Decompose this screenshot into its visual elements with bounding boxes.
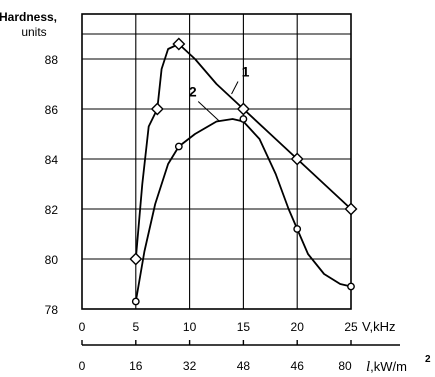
x-tick-label-l: 80 — [338, 359, 352, 373]
x-tick-label-v: 20 — [291, 320, 305, 334]
x-tick-label-l: 32 — [183, 359, 197, 373]
x-axis-l: 0 16 32 48 46 80 — [79, 340, 400, 373]
curve-label: 1 — [242, 64, 250, 80]
data-point-series-1 — [344, 202, 358, 216]
x-tick-label-v: 15 — [237, 320, 251, 334]
plot-frame — [81, 13, 352, 310]
x-axis-l-label: l,kW/m — [366, 359, 407, 375]
curve-label-leader — [197, 101, 221, 122]
y-tick-label: 80 — [45, 253, 59, 267]
x-axis-v-label: V,kHz — [362, 319, 395, 334]
x-axis-l-exponent: 2 — [425, 354, 431, 365]
x-tick-label-v: 0 — [79, 320, 86, 334]
series-line-1 — [134, 43, 352, 260]
curve-label-leader — [231, 81, 239, 95]
grid-lines — [82, 14, 351, 309]
data-point-series-2 — [347, 282, 355, 291]
data-point-series-1 — [150, 102, 164, 116]
y-tick-labels: 78 80 82 84 86 88 — [45, 53, 59, 317]
x-tick-label-v: 10 — [183, 320, 197, 334]
y-axis-label-line2: units — [21, 25, 46, 39]
data-point-series-1 — [290, 152, 304, 166]
y-tick-label: 78 — [45, 303, 59, 317]
x-axis-v: 0 5 10 15 20 25 — [79, 320, 358, 334]
data-point-series-2 — [239, 115, 248, 123]
x-tick-label-l: 46 — [291, 359, 305, 373]
data-point-series-2 — [293, 225, 302, 233]
y-tick-label: 88 — [45, 53, 59, 67]
y-axis-label-line1: Hardness, — [0, 10, 57, 24]
y-tick-label: 82 — [45, 203, 59, 217]
x-tick-label-v: 25 — [344, 320, 358, 334]
y-tick-label: 84 — [45, 153, 59, 167]
x-tick-label-l: 16 — [129, 359, 143, 373]
x-axis-l-symbol: l — [366, 359, 370, 375]
data-point-series-1 — [236, 102, 250, 116]
plot-border — [81, 13, 352, 310]
curve-label: 2 — [189, 84, 197, 100]
x-tick-label-l: 0 — [79, 359, 86, 373]
x-tick-label-v: 5 — [132, 320, 139, 334]
x-tick-label-l: 48 — [237, 359, 251, 373]
y-tick-label: 86 — [45, 103, 59, 117]
series-markers — [129, 37, 358, 306]
data-point-series-2 — [131, 297, 140, 306]
curve-labels: 12 — [189, 64, 250, 122]
data-point-series-2 — [174, 142, 183, 151]
data-point-series-1 — [172, 37, 186, 51]
x-axis-l-unit: ,kW/m — [370, 359, 407, 374]
data-point-series-1 — [129, 252, 143, 266]
